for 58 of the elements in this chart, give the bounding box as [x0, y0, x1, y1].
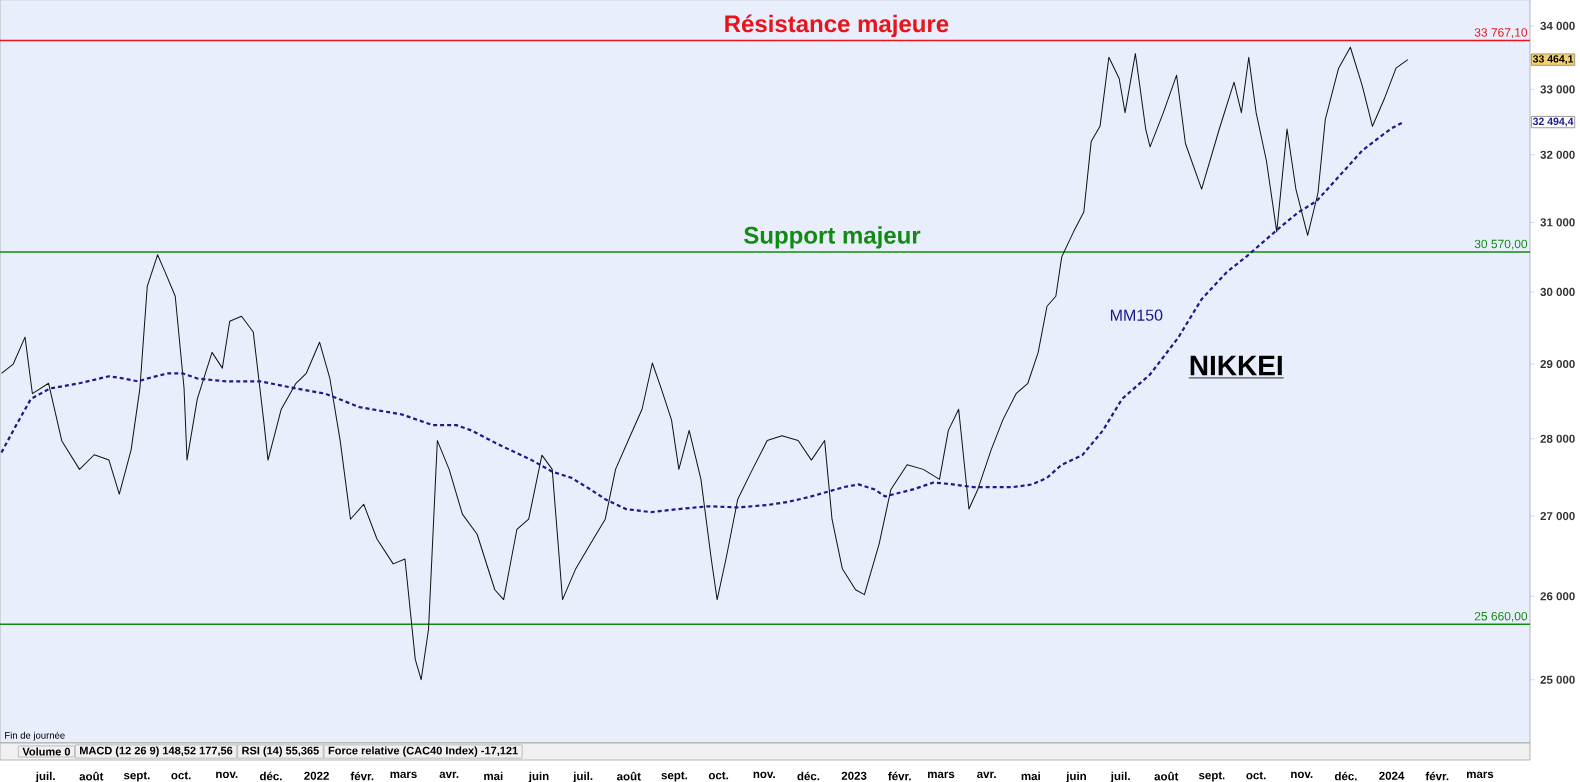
text: 32 494,4 — [1532, 117, 1574, 127]
x-tick-label: août — [617, 771, 641, 781]
x-tick-label: mars — [390, 771, 417, 779]
ref-line-label: 30 570,00 — [1474, 239, 1528, 250]
ref-line-label: 25 660,00 — [1474, 611, 1528, 622]
x-tick-label: juin — [1066, 771, 1086, 782]
text: Volume 0 — [22, 747, 71, 756]
y-tick-label: 31 000 — [1540, 218, 1575, 227]
x-tick-label: sept. — [1198, 771, 1225, 782]
x-tick-label: avr. — [439, 771, 459, 779]
x-tick-label: 2022 — [304, 771, 329, 780]
x-tick-label: mars — [1466, 771, 1494, 779]
y-tick-label: 30 000 — [1540, 287, 1575, 297]
x-tick-label: août — [1154, 771, 1179, 781]
y-tick-label: 26 000 — [1540, 592, 1575, 601]
text: MACD (12 26 9) 148,52 177,56 — [80, 746, 233, 757]
series-label: MM150 — [1110, 309, 1163, 321]
y-tick-label: 33 000 — [1540, 85, 1575, 94]
x-tick-label: déc. — [1334, 771, 1357, 781]
x-tick-label: oct. — [171, 771, 191, 780]
x-tick-label: nov. — [216, 771, 238, 779]
text: RSI (14) 55,365 — [242, 746, 319, 757]
text: 33 464,1 — [1532, 55, 1574, 65]
x-tick-label: nov. — [1291, 771, 1313, 779]
annotation: Fin de journée — [5, 731, 65, 741]
x-tick-label: nov. — [753, 771, 775, 779]
text: NIKKEI — [1190, 355, 1282, 376]
x-tick-label: 2024 — [1379, 771, 1405, 780]
x-tick-label: févr. — [350, 771, 374, 781]
x-tick-label: juil. — [35, 771, 55, 782]
x-tick-label: oct. — [1246, 771, 1266, 780]
x-tick-label: avr. — [977, 771, 996, 779]
x-tick-label: août — [79, 771, 104, 781]
annotation: Résistance majeure — [725, 14, 949, 38]
text: Force relative (CAC40 Index) -17,121 — [328, 746, 518, 757]
x-tick-label: 2023 — [841, 771, 867, 780]
annotation: Support majeur — [744, 226, 921, 249]
x-tick-label: sept. — [661, 771, 688, 782]
y-tick-label: 25 000 — [1540, 675, 1575, 684]
y-tick-label: 32 000 — [1540, 150, 1575, 159]
x-tick-label: juil. — [1110, 771, 1130, 782]
x-tick-label: mars — [927, 771, 955, 779]
ref-line-label: 33 767,10 — [1474, 28, 1528, 39]
x-tick-label: mai — [484, 771, 503, 781]
x-tick-label: juin — [528, 771, 549, 782]
x-tick-label: déc. — [797, 771, 820, 781]
y-tick-label: 29 000 — [1540, 359, 1575, 369]
x-tick-label: juil. — [573, 771, 593, 782]
x-tick-label: mai — [1021, 771, 1040, 781]
y-tick-label: 27 000 — [1540, 512, 1575, 521]
y-tick-label: 34 000 — [1540, 21, 1575, 30]
x-tick-label: déc. — [259, 771, 282, 781]
x-tick-label: févr. — [888, 771, 911, 781]
x-tick-label: févr. — [1425, 771, 1449, 781]
y-tick-label: 28 000 — [1540, 434, 1575, 443]
x-tick-label: sept. — [123, 771, 150, 782]
x-tick-label: oct. — [708, 771, 729, 780]
line-series — [0, 46, 1409, 681]
